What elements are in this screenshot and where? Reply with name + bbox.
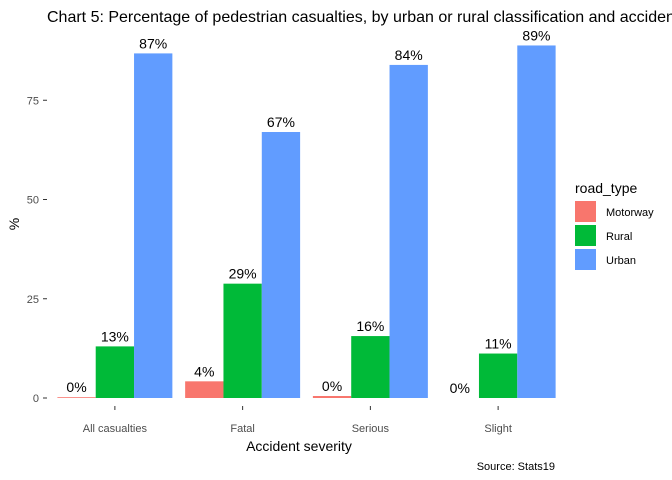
bar-urban-0 bbox=[134, 53, 173, 399]
data-label-rural-2: 16% bbox=[356, 318, 384, 334]
legend: road_type Motorway Rural Urban bbox=[575, 180, 654, 270]
bar-motorway-2 bbox=[312, 396, 352, 398]
data-label-urban-1: 67% bbox=[267, 114, 295, 130]
legend-label-urban: Urban bbox=[606, 255, 636, 267]
y-tick-label: 75 bbox=[27, 95, 39, 107]
x-tick-label: Serious bbox=[352, 423, 390, 435]
bar-rural-0 bbox=[95, 346, 135, 398]
data-label-rural-3: 11% bbox=[485, 336, 512, 352]
x-tick-label: All casualties bbox=[83, 423, 148, 435]
bar-rural-3 bbox=[478, 353, 518, 398]
x-tick-label: Fatal bbox=[230, 423, 254, 435]
data-label-rural-1: 29% bbox=[229, 266, 257, 282]
bar-rural-2 bbox=[351, 336, 390, 398]
data-label-motorway-3: 0% bbox=[450, 380, 470, 396]
data-label-urban-2: 84% bbox=[395, 47, 423, 63]
data-label-urban-3: 89% bbox=[522, 27, 550, 43]
legend-label-rural: Rural bbox=[606, 231, 632, 243]
y-axis-title: % bbox=[6, 218, 22, 230]
data-label-motorway-1: 4% bbox=[194, 363, 214, 379]
y-tick-label: 25 bbox=[27, 294, 39, 306]
bar-rural-1 bbox=[223, 283, 262, 398]
legend-swatch-motorway bbox=[575, 201, 596, 222]
x-axis: All casualties Fatal Serious Slight bbox=[83, 406, 512, 435]
legend-swatch-rural bbox=[575, 225, 596, 246]
legend-swatch-urban bbox=[575, 249, 596, 270]
legend-title: road_type bbox=[575, 180, 637, 196]
data-label-urban-0: 87% bbox=[139, 35, 167, 51]
chart-title: Chart 5: Percentage of pedestrian casual… bbox=[47, 9, 672, 26]
x-axis-title: Accident severity bbox=[246, 438, 352, 454]
plot-area: 0% 13% 87% 4% 29% 67% 0% 16% 84% 0% 11% 89% bbox=[57, 27, 556, 399]
legend-label-motorway: Motorway bbox=[606, 207, 654, 219]
y-axis: 0 25 50 75 bbox=[27, 95, 47, 405]
x-tick-label: Slight bbox=[484, 423, 512, 435]
bar-urban-3 bbox=[517, 45, 556, 399]
chart-caption: Source: Stats19 bbox=[477, 461, 555, 473]
data-label-rural-0: 13% bbox=[101, 328, 129, 344]
data-label-motorway-2: 0% bbox=[322, 378, 342, 394]
y-tick-label: 50 bbox=[27, 195, 39, 207]
bar-motorway-1 bbox=[185, 381, 224, 398]
y-tick-label: 0 bbox=[33, 393, 39, 405]
data-label-motorway-0: 0% bbox=[66, 379, 86, 395]
bar-motorway-0 bbox=[57, 397, 96, 398]
bar-urban-1 bbox=[261, 132, 301, 398]
bar-urban-2 bbox=[389, 64, 428, 399]
